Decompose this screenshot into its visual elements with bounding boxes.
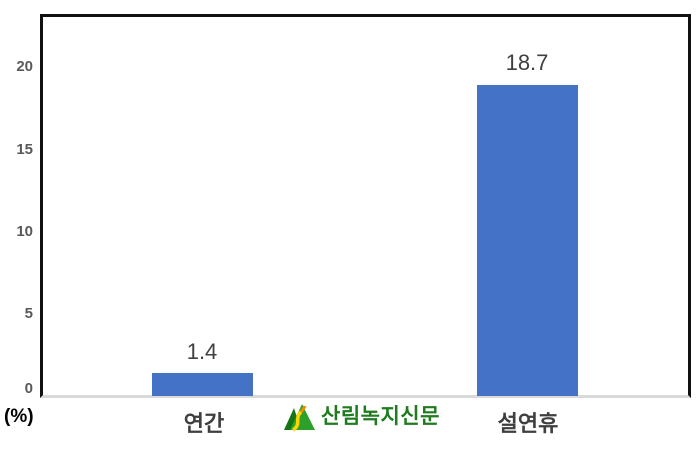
watermark-text: 산림녹지신문 (321, 405, 440, 428)
mountain-logo-icon (283, 402, 316, 432)
y-tick-0: 0 (24, 380, 33, 397)
plot-area (40, 14, 691, 398)
value-label-seolyeonhyu: 18.7 (505, 50, 549, 75)
bar-yeongan (152, 373, 253, 396)
y-axis-unit-label: (%) (4, 406, 34, 427)
y-tick-10: 10 (16, 223, 33, 240)
y-tick-5: 5 (24, 305, 33, 322)
category-label-yeongan: 연간 (183, 411, 225, 436)
y-tick-15: 15 (16, 141, 33, 158)
category-label-seolyeonhyu: 설연휴 (497, 411, 559, 436)
value-label-yeongan: 1.4 (186, 339, 218, 364)
y-tick-20: 20 (16, 58, 33, 75)
watermark-logo: 산림녹지신문 (283, 402, 440, 432)
bar-seolyeonhyu (477, 85, 578, 396)
